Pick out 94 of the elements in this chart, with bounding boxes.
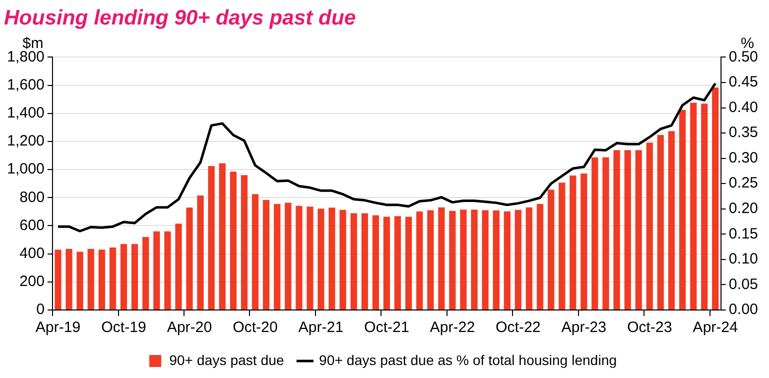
bar <box>262 200 270 310</box>
bar <box>394 216 401 310</box>
bar <box>230 172 237 310</box>
y2-tick-label: 0.35 <box>728 124 758 142</box>
x-tick-label: Apr-20 <box>166 319 212 336</box>
y2-tick-label: 0.20 <box>728 200 758 218</box>
bar <box>372 215 380 310</box>
bar <box>548 190 554 310</box>
bar <box>274 204 280 310</box>
y2-tick-label: 0.00 <box>728 301 758 318</box>
bar <box>66 248 72 310</box>
bar <box>252 194 258 310</box>
y-tick-label: 200 <box>20 273 45 290</box>
y2-tick-label: 0.40 <box>728 98 758 116</box>
legend-label: 90+ days past due <box>169 352 284 368</box>
bar <box>570 175 576 310</box>
bar <box>208 166 215 310</box>
y2-tick-label: 0.05 <box>728 276 758 293</box>
bar <box>296 206 302 310</box>
x-tick-label: Apr-19 <box>36 319 81 336</box>
y2-tick-label: 0.10 <box>728 250 758 268</box>
x-tick-label: Oct-22 <box>496 319 541 336</box>
bar <box>602 157 610 310</box>
x-tick-label: Apr-23 <box>561 319 606 336</box>
bar <box>438 207 445 310</box>
bar <box>328 208 336 310</box>
y-tick-label: 400 <box>20 244 45 262</box>
bar <box>504 211 510 310</box>
bar <box>449 210 456 310</box>
y-tick-label: 1,600 <box>6 76 45 94</box>
bar <box>110 248 116 310</box>
bar <box>142 236 149 310</box>
x-tick-label: Oct-19 <box>101 319 146 336</box>
bar <box>383 216 390 310</box>
bar <box>613 150 620 310</box>
y-tick-label: 1,000 <box>6 160 45 178</box>
y-tick-label: 600 <box>20 216 45 234</box>
bar <box>427 210 434 310</box>
bar <box>514 210 522 310</box>
bar <box>164 231 171 310</box>
bar <box>668 131 675 310</box>
bar <box>416 212 423 310</box>
bar <box>405 216 412 310</box>
y-tick-label: 0 <box>36 301 45 318</box>
bar <box>580 173 588 310</box>
bar <box>340 210 346 310</box>
bar <box>460 210 467 310</box>
bar <box>646 142 653 310</box>
y-tick-label: 1,400 <box>6 104 45 122</box>
x-tick-label: Apr-21 <box>298 319 344 336</box>
chart-title: Housing lending 90+ days past due <box>4 6 356 30</box>
x-tick-label: Oct-21 <box>364 319 410 336</box>
bar <box>558 182 566 310</box>
bar <box>284 202 292 310</box>
bar <box>624 150 631 310</box>
bar <box>657 135 664 310</box>
bar <box>679 110 686 310</box>
bar <box>471 210 478 310</box>
bar <box>492 210 500 310</box>
bar <box>120 244 128 310</box>
bar <box>197 196 204 310</box>
bar <box>690 102 697 310</box>
bar <box>88 248 94 310</box>
bar <box>153 231 160 310</box>
bar <box>361 213 368 310</box>
bar <box>482 210 489 310</box>
bar <box>350 213 358 310</box>
x-tick-label: Oct-23 <box>627 319 672 336</box>
bar <box>318 208 324 310</box>
y-tick-label: 800 <box>20 188 45 206</box>
bar <box>701 104 708 310</box>
bar <box>76 252 84 310</box>
y2-tick-label: 0.45 <box>728 74 758 91</box>
x-tick-label: Oct-20 <box>232 319 278 336</box>
bar <box>635 150 642 310</box>
y2-tick-label: 0.15 <box>728 225 758 242</box>
x-tick-label: Apr-22 <box>430 319 475 336</box>
x-tick-label: Apr-24 <box>692 319 738 336</box>
bar <box>54 250 62 310</box>
bar <box>219 163 226 310</box>
bar <box>175 224 182 310</box>
bar <box>536 204 544 310</box>
bar <box>98 250 106 310</box>
bar <box>186 207 193 310</box>
bar <box>131 244 138 310</box>
bar <box>526 207 532 310</box>
y2-tick-label: 0.30 <box>728 149 758 166</box>
bar <box>240 175 248 310</box>
bar <box>592 157 598 310</box>
legend-label: 90+ days past due as % of total housing lending <box>319 352 617 368</box>
y-tick-label: 1,200 <box>6 132 45 150</box>
bar <box>306 206 314 310</box>
bar <box>712 88 719 310</box>
y2-tick-label: 0.25 <box>728 174 758 192</box>
